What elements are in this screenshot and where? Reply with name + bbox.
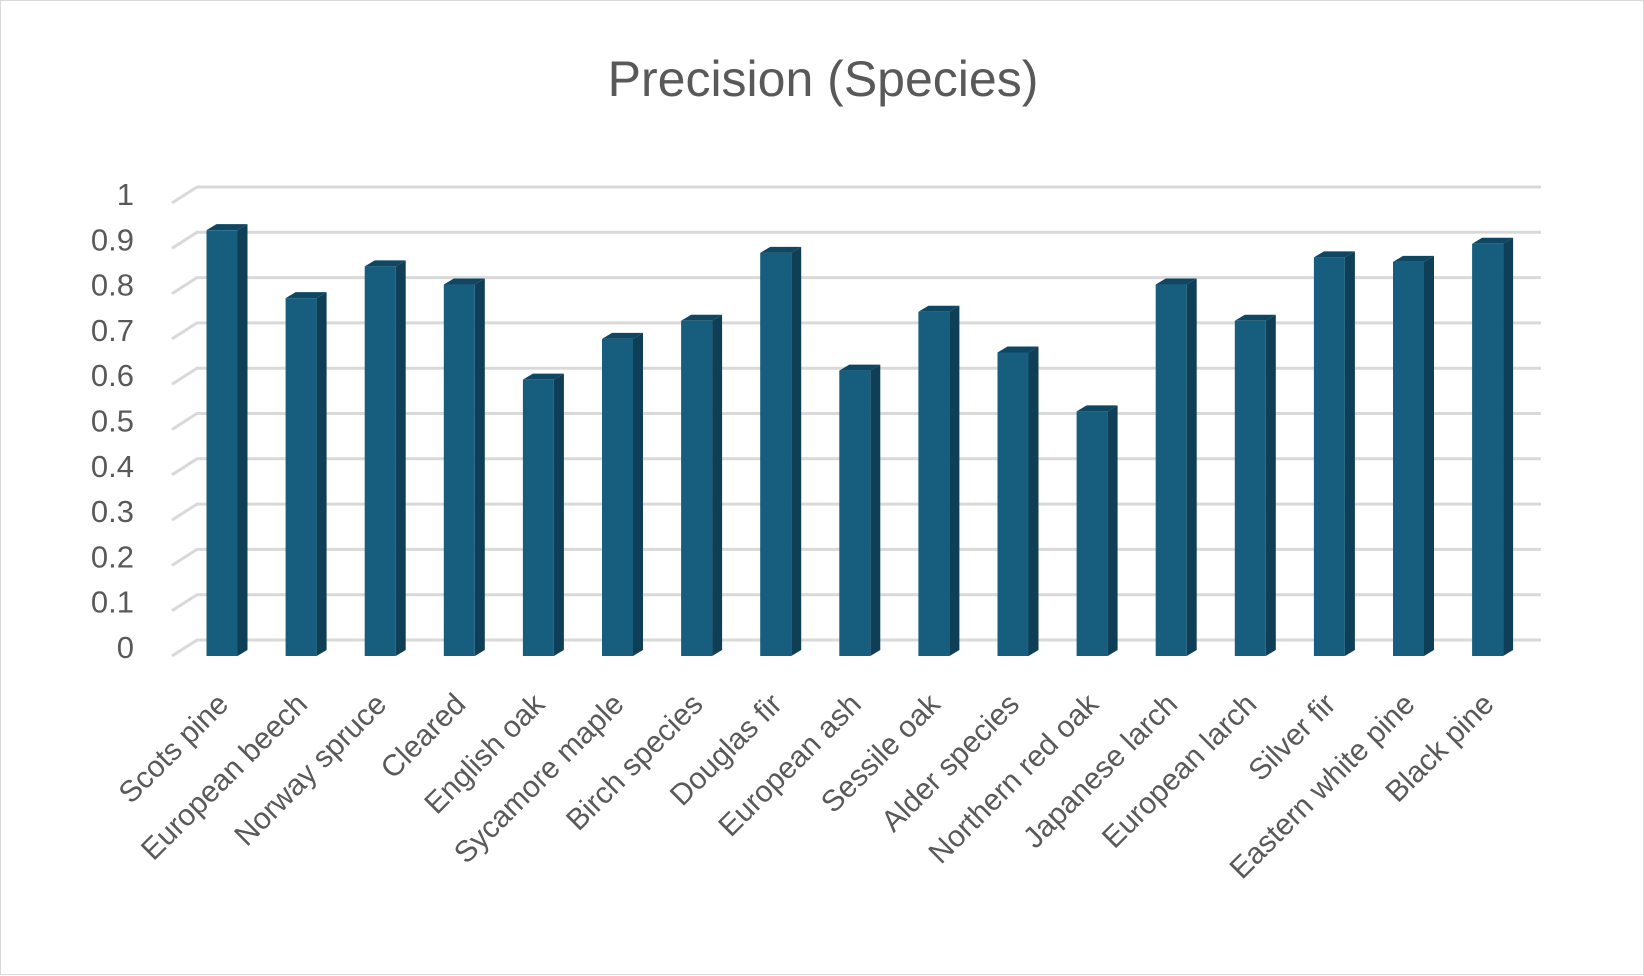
bar	[1076, 405, 1118, 656]
bar-front	[285, 298, 317, 656]
bar-front	[918, 311, 950, 656]
bar-side	[1265, 314, 1276, 656]
x-category-label: Birch species	[560, 688, 709, 837]
bar-front	[1076, 411, 1108, 656]
bar-front	[997, 352, 1029, 656]
y-tick-label: 0.3	[91, 494, 134, 529]
y-axis-ticks: 0 0.1 0.2 0.3 0.4 0.5 0.6 0.7 0.8 0.9 1	[91, 177, 134, 665]
gridline	[171, 366, 1541, 386]
bar	[839, 364, 881, 656]
bar	[602, 332, 643, 656]
y-tick-label: 0.2	[91, 539, 134, 574]
y-tick-label: 0.1	[91, 585, 134, 620]
bar	[1155, 278, 1197, 656]
bar	[443, 278, 485, 656]
bar	[285, 292, 327, 656]
bar-side	[633, 332, 643, 656]
gridline	[171, 276, 1541, 295]
bars	[206, 224, 1514, 657]
bar-top	[364, 260, 406, 267]
x-category-label: Alder species	[875, 688, 1026, 839]
bar-front	[602, 338, 633, 656]
y-tick-label: 0.8	[91, 268, 134, 303]
bar-side	[949, 305, 960, 656]
y-tick-label: 1	[117, 177, 134, 212]
bar-top	[1313, 251, 1355, 258]
gridline	[171, 230, 1541, 250]
bar-side	[1344, 251, 1355, 657]
y-tick-label: 0.9	[91, 222, 134, 257]
chart-title: Precision (Species)	[608, 51, 1039, 107]
bar-front	[1234, 320, 1266, 656]
bar-front	[681, 320, 713, 656]
bar-side	[1107, 405, 1118, 656]
bar-side	[1028, 346, 1039, 656]
bar-top	[1472, 237, 1514, 244]
bar-front	[1155, 284, 1187, 656]
bar-front	[206, 230, 238, 656]
bar-front	[443, 284, 475, 656]
bar-front	[364, 266, 396, 656]
y-tick-label: 0.6	[91, 358, 134, 393]
y-tick-label: 0	[117, 630, 134, 665]
bar-top	[1076, 405, 1118, 412]
y-tick-label: 0.5	[91, 404, 134, 439]
bar-top	[1234, 314, 1276, 321]
bar	[364, 260, 406, 656]
gridline	[171, 321, 1541, 341]
bar-front	[839, 370, 871, 656]
bar-front	[522, 379, 554, 656]
bar-top	[443, 278, 485, 285]
bar	[997, 346, 1039, 656]
bar-side	[237, 224, 248, 656]
bar-side	[395, 260, 406, 656]
bar-side	[870, 364, 881, 656]
gridline	[171, 185, 1541, 205]
y-tick-label: 0.4	[91, 449, 134, 484]
bar-side	[1186, 278, 1197, 656]
bar-front	[1472, 243, 1504, 656]
bar-side	[553, 373, 564, 656]
bar-top	[918, 305, 960, 312]
bar	[206, 224, 248, 656]
bar-top	[839, 364, 881, 371]
bar-front	[1313, 257, 1345, 656]
bar	[1472, 237, 1514, 656]
bar	[681, 314, 723, 656]
bar-side	[791, 246, 802, 656]
bar-top	[1393, 255, 1434, 262]
bar	[1313, 251, 1355, 657]
bar	[522, 373, 564, 656]
bar-top	[760, 246, 802, 253]
bar-top	[285, 292, 327, 299]
bar	[760, 246, 802, 656]
bar-side	[712, 314, 723, 656]
bar-top	[522, 373, 564, 380]
bar-front	[1393, 261, 1424, 656]
bar-side	[316, 292, 327, 656]
bar-top	[1155, 278, 1197, 285]
bar	[918, 305, 960, 656]
bar	[1234, 314, 1276, 656]
gridlines	[171, 185, 1541, 658]
bar	[1393, 255, 1434, 656]
bar-side	[474, 278, 485, 656]
y-tick-label: 0.7	[91, 313, 134, 348]
bar-top	[602, 332, 643, 339]
bar-front	[760, 252, 792, 656]
bar-top	[997, 346, 1039, 353]
bar-top	[681, 314, 723, 321]
bar-side	[1503, 237, 1514, 656]
bar-top	[206, 224, 248, 231]
bar-side	[1424, 255, 1434, 656]
